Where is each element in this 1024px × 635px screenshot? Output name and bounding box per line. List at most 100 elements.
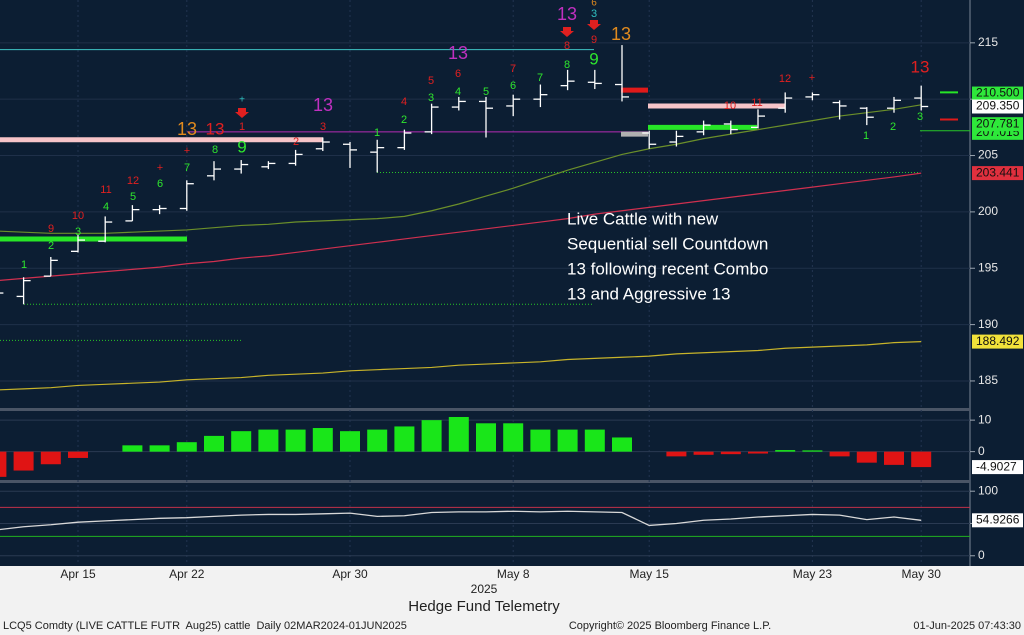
- y-tick-label: 10: [978, 412, 992, 426]
- histogram-bar: [149, 445, 170, 452]
- value-tag: [972, 117, 1023, 132]
- count-label: 11: [100, 184, 111, 196]
- histogram-bar: [40, 451, 61, 465]
- count-label: 10: [72, 210, 84, 222]
- histogram-bar: [68, 451, 88, 458]
- value-tag: [972, 166, 1023, 181]
- y-tick-label: 195: [978, 260, 998, 274]
- count-label: 13: [313, 95, 333, 115]
- y-tick-label: 200: [978, 204, 998, 218]
- value-tag: [972, 99, 1023, 114]
- footer-right: 01-Jun-2025 07:43:30: [913, 620, 1021, 632]
- histogram-bar: [720, 451, 741, 455]
- histogram-bar: [911, 451, 932, 468]
- histogram-bar: [285, 429, 306, 452]
- count-label: 13: [611, 24, 631, 44]
- count-label: 5: [428, 75, 434, 87]
- histogram-bar: [0, 451, 7, 477]
- year-label: 2025: [471, 582, 498, 596]
- caption: Hedge Fund Telemetry: [408, 598, 560, 615]
- panel-divider: [0, 480, 970, 483]
- oscillator-line: [0, 510, 922, 531]
- arrow: [560, 27, 574, 37]
- count-label: 2: [890, 121, 896, 133]
- panel-divider: [0, 408, 970, 411]
- histogram-bar: [530, 429, 551, 452]
- count-label: +: [809, 72, 815, 84]
- count-label: 3: [75, 226, 81, 238]
- histogram-bar: [829, 451, 850, 457]
- count-label: 1: [863, 130, 869, 142]
- count-label: 4: [103, 201, 109, 213]
- plot-background: [0, 0, 1024, 566]
- value-tag-label: 210.500: [976, 86, 1020, 100]
- histogram-bar: [856, 451, 877, 463]
- count-label: 7: [537, 72, 543, 84]
- count-label: 6: [455, 68, 461, 80]
- count-label: 13: [557, 4, 577, 24]
- value-tag-label: -4.9027: [976, 459, 1017, 473]
- x-tick-label: May 15: [630, 567, 670, 581]
- y-tick-label: 100: [978, 483, 998, 497]
- note-line: Sequential sell Countdown: [567, 234, 768, 253]
- note-line: 13 and Aggressive 13: [567, 284, 731, 303]
- count-label: 3: [917, 111, 923, 123]
- histogram-bar: [122, 445, 143, 452]
- histogram-bar: [340, 431, 360, 452]
- count-label: 9: [591, 34, 597, 46]
- histogram-bar: [204, 435, 224, 452]
- histogram-bar: [367, 429, 388, 452]
- x-tick-label: May 8: [497, 567, 530, 581]
- histogram-bar: [176, 442, 197, 452]
- histogram-bar: [476, 423, 496, 452]
- value-tag-label: 207.781: [976, 116, 1020, 130]
- note-line: Live Cattle with new: [567, 209, 719, 228]
- count-label: 6: [157, 178, 163, 190]
- histogram-bar: [802, 450, 823, 452]
- footer-left: LCQ5 Comdty (LIVE CATTLE FUTR Aug25) cat…: [3, 620, 407, 632]
- count-label: 9: [237, 137, 246, 156]
- y-tick-label: 0: [978, 548, 985, 562]
- count-label: 3: [428, 92, 434, 104]
- count-label: 6: [510, 80, 516, 92]
- histogram-bar: [775, 450, 796, 452]
- count-label: 2: [293, 136, 299, 148]
- count-label: 7: [510, 63, 516, 75]
- value-tag: [972, 513, 1023, 528]
- histogram-bar: [884, 451, 904, 465]
- value-tag: [972, 460, 1023, 475]
- arrow: [587, 20, 601, 30]
- count-label: 12: [779, 73, 791, 85]
- count-label: +: [157, 162, 163, 174]
- count-label: 11: [751, 97, 762, 109]
- value-tag: [972, 334, 1023, 349]
- count-label: 8: [564, 40, 570, 52]
- y-tick-label: 0: [978, 444, 985, 458]
- histogram-bar: [557, 429, 578, 452]
- count-label: 10: [724, 100, 736, 112]
- count-label: 9: [589, 49, 598, 68]
- count-label: 8: [212, 144, 218, 156]
- note-line: 13 following recent Combo: [567, 259, 768, 278]
- count-label: +: [184, 145, 190, 157]
- histogram-bar: [584, 429, 605, 452]
- count-label: 4: [455, 86, 461, 98]
- x-tick-label: May 23: [793, 567, 833, 581]
- count-label: 9: [48, 223, 54, 235]
- count-label: 1: [21, 259, 27, 271]
- count-label: 1: [374, 127, 380, 139]
- histogram-bar: [13, 451, 34, 471]
- value-tag-label: 188.492: [976, 334, 1020, 348]
- histogram-bar: [312, 428, 333, 452]
- count-label: 5: [483, 86, 489, 98]
- histogram-bar: [394, 426, 415, 452]
- moving-average: [0, 340, 922, 391]
- chart-layer: Apr 15 Apr 22 Apr 30 May 8 May 15 May 23 May 3…: [0, 0, 1023, 581]
- count-label: 1: [239, 121, 245, 133]
- count-label: 3: [591, 8, 597, 20]
- histogram-bar: [612, 437, 632, 452]
- count-label: 8: [564, 59, 570, 71]
- count-label: 4: [401, 96, 407, 108]
